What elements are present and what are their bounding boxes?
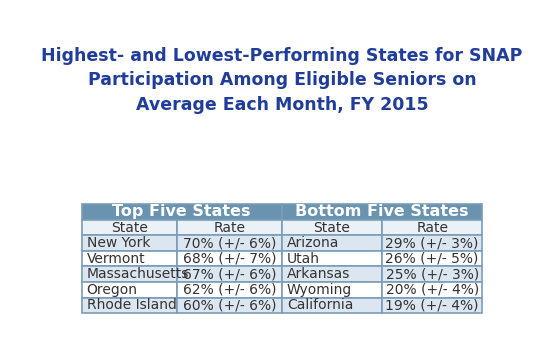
Text: Arizona: Arizona	[287, 236, 339, 250]
Text: State: State	[314, 221, 350, 234]
Text: 68% (+/- 7%): 68% (+/- 7%)	[183, 252, 277, 266]
Bar	[382, 266, 482, 282]
Text: Oregon: Oregon	[87, 283, 138, 297]
Bar	[282, 266, 382, 282]
Text: 60% (+/- 6%): 60% (+/- 6%)	[183, 298, 277, 312]
Bar	[382, 297, 482, 313]
Text: 26% (+/- 5%): 26% (+/- 5%)	[386, 252, 479, 266]
Text: 62% (+/- 6%): 62% (+/- 6%)	[183, 283, 277, 297]
Bar	[382, 235, 482, 251]
Bar	[282, 282, 382, 297]
Text: Highest- and Lowest-Performing States for SNAP
Participation Among Eligible Seni: Highest- and Lowest-Performing States fo…	[41, 47, 522, 114]
Bar	[178, 235, 282, 251]
Bar	[178, 266, 282, 282]
Text: New York: New York	[87, 236, 150, 250]
Bar	[81, 297, 178, 313]
Text: Rhode Island: Rhode Island	[87, 298, 177, 312]
Text: Rate: Rate	[213, 221, 246, 234]
Text: 29% (+/- 3%): 29% (+/- 3%)	[386, 236, 479, 250]
Bar	[178, 297, 282, 313]
Bar	[178, 220, 282, 235]
Text: State: State	[111, 221, 148, 234]
Text: California: California	[287, 298, 353, 312]
Text: Rate: Rate	[416, 221, 448, 234]
Text: 25% (+/- 3%): 25% (+/- 3%)	[386, 267, 478, 281]
Bar	[81, 220, 178, 235]
Text: Utah: Utah	[287, 252, 320, 266]
Text: Top Five States: Top Five States	[112, 204, 251, 219]
Text: Bottom Five States: Bottom Five States	[295, 204, 469, 219]
Text: Vermont: Vermont	[87, 252, 145, 266]
Bar	[382, 282, 482, 297]
Bar	[178, 282, 282, 297]
Bar	[282, 220, 382, 235]
Text: Massachusetts: Massachusetts	[87, 267, 189, 281]
Bar	[81, 251, 178, 266]
Text: Wyoming: Wyoming	[287, 283, 352, 297]
Text: 70% (+/- 6%): 70% (+/- 6%)	[183, 236, 276, 250]
Text: 67% (+/- 6%): 67% (+/- 6%)	[183, 267, 277, 281]
Bar	[81, 282, 178, 297]
Text: 20% (+/- 4%): 20% (+/- 4%)	[386, 283, 478, 297]
Bar	[81, 204, 282, 220]
Bar	[282, 297, 382, 313]
Bar	[382, 220, 482, 235]
Bar	[178, 251, 282, 266]
Text: Arkansas: Arkansas	[287, 267, 350, 281]
Text: 19% (+/- 4%): 19% (+/- 4%)	[386, 298, 479, 312]
Bar	[382, 251, 482, 266]
Bar	[81, 235, 178, 251]
Bar	[282, 251, 382, 266]
Bar	[282, 235, 382, 251]
Bar	[81, 266, 178, 282]
Bar	[282, 204, 482, 220]
